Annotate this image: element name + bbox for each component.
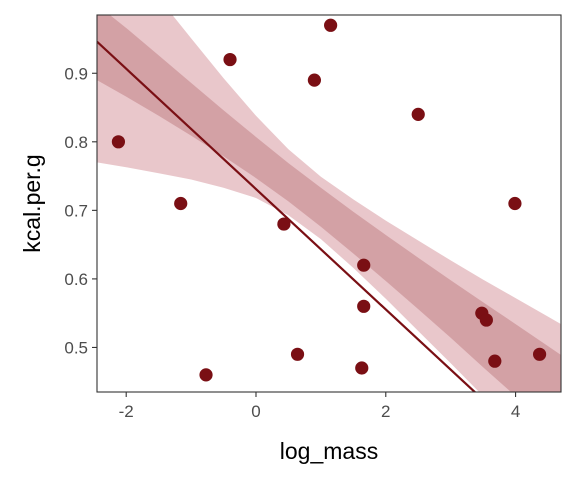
inner-confidence-band	[97, 15, 561, 392]
y-tick-label: 0.8	[64, 133, 88, 152]
x-tick-label: 4	[511, 402, 520, 421]
data-points	[111, 18, 547, 382]
confidence-bands	[97, 15, 561, 392]
data-point	[411, 107, 425, 121]
data-point	[357, 299, 371, 313]
data-point	[508, 196, 522, 211]
x-tick-label: 2	[381, 402, 390, 421]
data-point	[277, 217, 291, 231]
x-tick-label: 0	[251, 402, 260, 421]
x-axis-title: log_mass	[280, 438, 378, 464]
y-tick-label: 0.7	[64, 201, 88, 220]
data-point	[324, 18, 338, 32]
panel-border	[96, 14, 562, 393]
regression-line	[97, 40, 477, 392]
y-tick-label: 0.6	[64, 270, 88, 289]
regression-line-group	[97, 40, 477, 392]
data-point	[290, 347, 305, 361]
data-point	[532, 347, 547, 361]
y-tick-label: 0.9	[64, 64, 88, 83]
data-point	[307, 73, 321, 87]
data-point	[357, 258, 371, 272]
x-axis: -2 0 2 4	[119, 392, 520, 421]
data-point	[488, 354, 502, 368]
data-point	[174, 196, 188, 211]
y-tick-label: 0.5	[64, 338, 88, 357]
data-point	[199, 368, 213, 382]
data-point	[355, 361, 369, 375]
y-axis: 0.5 0.6 0.7 0.8 0.9	[64, 64, 97, 357]
x-tick-label: -2	[119, 402, 134, 421]
data-point	[223, 52, 237, 67]
data-point	[111, 135, 126, 149]
y-axis-title: kcal.per.g	[19, 154, 45, 252]
data-point	[479, 313, 493, 327]
